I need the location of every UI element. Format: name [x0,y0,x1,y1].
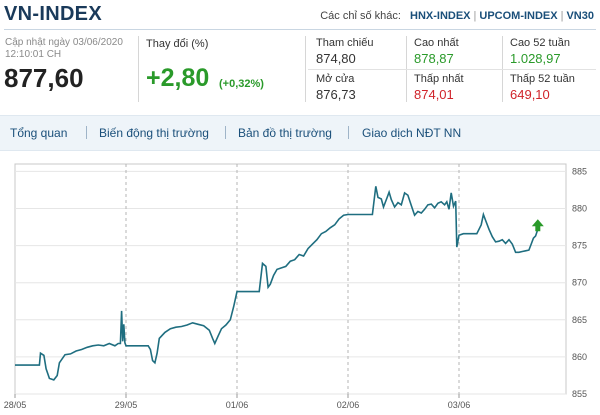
summary-divider [138,36,139,102]
y-tick-label: 875 [572,241,587,251]
stat-open-label: Mở cửa [316,73,355,85]
stat-open-value: 876,73 [316,87,356,102]
update-date: Cập nhật ngày 03/06/2020 [5,37,123,48]
link-upcom-index[interactable]: UPCOM-INDEX [479,10,558,22]
y-tick-label: 860 [572,352,587,362]
link-hnx-index[interactable]: HNX-INDEX [410,10,471,22]
x-axis-ticks: 28/05 29/05 01/06 02/06 03/06 [4,394,471,410]
x-tick-label: 29/05 [115,400,138,410]
stats-divider [305,36,306,102]
y-axis-ticks: 855 860 865 870 875 880 885 [572,166,587,399]
stat-low-52w: Thấp 52 tuần 649,10 [510,73,575,102]
index-series-line [15,186,539,381]
y-tick-label: 880 [572,204,587,214]
y-tick-label: 885 [572,166,587,176]
y-tick-label: 870 [572,278,587,288]
x-tick-label: 02/06 [337,400,360,410]
other-indices: Các chỉ số khác: HNX-INDEX | UPCOM-INDEX | V… [320,10,594,22]
stat-high: Cao nhất 878,87 [414,37,459,66]
tab-overview[interactable]: Tổng quan [10,126,68,140]
x-tick-label: 01/06 [226,400,249,410]
stat-low-label: Thấp nhất [414,73,464,85]
stat-high-52w-label: Cao 52 tuần [510,37,570,49]
last-value-up-arrow-icon [531,219,544,232]
stat-high-label: Cao nhất [414,37,459,49]
plot-frame [14,163,567,395]
index-title: VN-INDEX [4,3,102,25]
stat-high-52w: Cao 52 tuần 1.028,97 [510,37,570,66]
tab-separator [225,126,226,139]
tab-bar: Tổng quan Biến động thị trường Bản đồ th… [0,115,600,151]
stat-reference: Tham chiếu 874,80 [316,37,373,66]
stat-open: Mở cửa 876,73 [316,73,356,102]
stat-high-value: 878,87 [414,51,454,66]
tab-separator [348,126,349,139]
link-vn30[interactable]: VN30 [566,10,594,22]
tab-foreign-trading[interactable]: Giao dịch NĐT NN [362,126,462,140]
y-tick-label: 865 [572,315,587,325]
chart-grid [14,163,567,395]
current-price: 877,60 [4,63,84,93]
stat-low-52w-value: 649,10 [510,87,550,102]
stat-reference-label: Tham chiếu [316,37,374,49]
other-indices-label: Các chỉ số khác: [320,10,401,22]
stat-low-value: 874,01 [414,87,454,102]
stat-low: Thấp nhất 874,01 [414,73,464,102]
header-divider [4,29,596,30]
stat-reference-value: 874,80 [316,51,356,66]
update-time: 12:10:01 CH [5,49,62,60]
tab-separator [86,126,87,139]
update-timestamp: Cập nhật ngày 03/06/2020 12:10:01 CH [5,37,123,61]
tab-market-map[interactable]: Bản đồ thị trường [238,126,332,140]
x-tick-label: 03/06 [448,400,471,410]
change-value: +2,80 [146,64,210,92]
stat-high-52w-value: 1.028,97 [510,51,561,66]
y-tick-label: 855 [572,389,587,399]
tab-market-movement[interactable]: Biến động thị trường [99,126,209,140]
stat-low-52w-label: Thấp 52 tuần [510,73,575,85]
change-percent: (+0,32%) [219,78,264,90]
stats-row-divider [308,69,596,70]
x-tick-label: 28/05 [4,400,27,410]
change-label: Thay đổi (%) [146,38,209,50]
